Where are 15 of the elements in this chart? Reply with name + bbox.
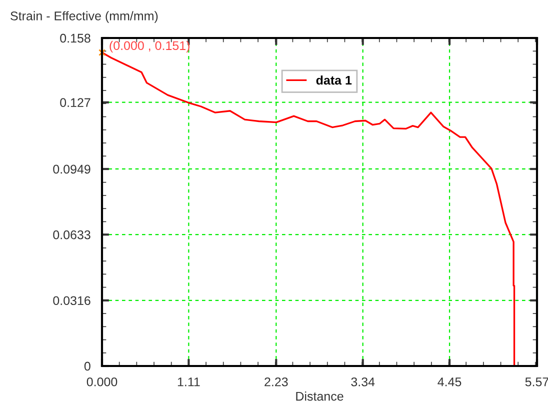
legend-label: data 1 — [316, 75, 352, 85]
y-tick-label: 0.127 — [60, 98, 90, 108]
x-tick-label: 4.45 — [438, 378, 462, 386]
x-tick-label: 3.34 — [351, 377, 375, 386]
y-tick-label: 0.0949 — [53, 164, 90, 174]
y-axis-title: Strain - Effective (mm/mm) — [10, 11, 158, 23]
y-tick-label: 0.0316 — [53, 296, 90, 306]
annotation: (0.000 , 0.151) — [110, 40, 190, 53]
y-tick-label: 0.158 — [60, 34, 90, 43]
x-tick-label: 0.000 — [86, 377, 118, 386]
y-tick-label: 0.0633 — [53, 230, 90, 240]
y-tick-label: 0 — [84, 362, 90, 371]
x-tick-label: 1.11 — [178, 378, 200, 386]
x-axis-title: Distance — [296, 392, 344, 401]
x-tick-label: 2.23 — [264, 377, 288, 386]
